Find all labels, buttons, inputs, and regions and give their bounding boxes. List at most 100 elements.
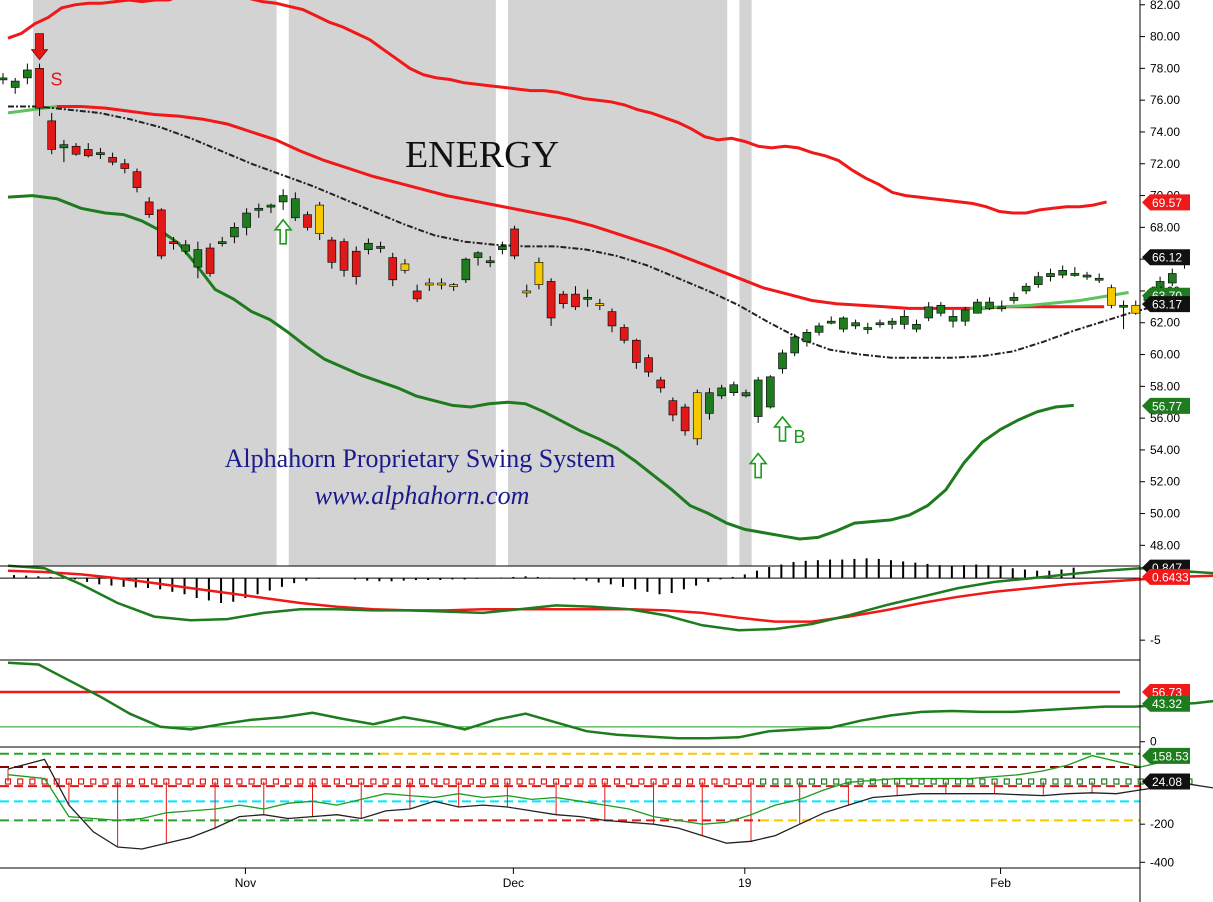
cci-square-marker — [552, 778, 560, 785]
cci-square-marker — [699, 778, 706, 785]
price-value-tag: 66.12 — [1152, 251, 1182, 265]
candle-body — [327, 239, 337, 263]
cci-value-tag-bg — [1142, 747, 1190, 764]
candle-body — [266, 204, 276, 208]
price-value-tag-bg — [1142, 194, 1190, 211]
candle-body — [717, 387, 726, 397]
candle-body — [790, 336, 800, 354]
cci-square-marker — [455, 778, 462, 785]
cci-square-marker — [163, 778, 170, 785]
candle-body — [814, 325, 824, 333]
cci-square-marker — [796, 778, 803, 785]
candle-body — [900, 316, 909, 325]
price-panel: SB — [0, 0, 1189, 541]
candle-body — [766, 376, 775, 408]
candle-body — [510, 228, 519, 257]
candle-body — [424, 282, 434, 286]
cci-square-marker — [711, 778, 718, 785]
y-tick-label: 62.00 — [1150, 316, 1180, 330]
y-tick-label: 48.00 — [1150, 538, 1180, 552]
cci-square-marker — [1040, 778, 1047, 785]
cci-square-marker — [772, 778, 779, 785]
candle-body — [461, 258, 471, 281]
cci-square-marker — [467, 778, 474, 785]
cci-square-marker — [90, 778, 97, 785]
cci-square-marker — [370, 778, 377, 785]
candle-body — [339, 241, 349, 271]
buy-arrow-icon — [748, 452, 768, 479]
cci-square-marker — [638, 778, 645, 785]
rsi-value-tag: 43.32 — [1152, 697, 1182, 711]
price-value-tag: 63.17 — [1152, 298, 1182, 312]
cci-square-marker — [626, 778, 633, 785]
cci-square-marker — [906, 778, 913, 785]
cci-square-marker — [577, 778, 584, 785]
candle-body — [230, 227, 239, 238]
indicator-panels — [0, 558, 1213, 850]
y-tick-label: 58.00 — [1150, 379, 1180, 393]
macd-value-tag: 0.6433 — [1152, 570, 1189, 584]
cci-square-marker — [102, 778, 109, 785]
cci-square-marker — [358, 778, 365, 785]
candle-body — [802, 331, 812, 343]
candle-body — [1034, 276, 1043, 285]
cci-square-marker — [784, 778, 791, 785]
candle-body — [485, 260, 495, 264]
cci-square-marker — [504, 778, 511, 785]
cci-value-tag: 24.08 — [1152, 775, 1182, 789]
candle-body — [400, 263, 410, 271]
candle-body — [1009, 297, 1019, 301]
cci-square-marker — [224, 778, 231, 785]
candle-body — [473, 252, 483, 258]
candle-body — [1021, 285, 1031, 292]
cci-y-tick-label: -200 — [1150, 817, 1174, 831]
candle-body — [985, 301, 994, 309]
cci-square-marker — [260, 778, 267, 785]
rsi-value-tag-bg — [1142, 695, 1190, 712]
cci-y-tick-label: -400 — [1150, 855, 1174, 869]
candle-body — [71, 145, 81, 155]
candle-body — [1046, 273, 1055, 277]
candle-body — [924, 306, 933, 319]
candle-body — [546, 281, 556, 319]
candle-body — [607, 311, 617, 327]
candle-body — [571, 293, 580, 308]
cci-square-marker — [333, 778, 340, 785]
cci-square-marker — [991, 778, 998, 785]
candle-body — [644, 357, 653, 373]
cci-value-tag-bg — [1142, 773, 1190, 790]
y-tick-label: 74.00 — [1150, 125, 1180, 139]
candle-body — [826, 320, 836, 324]
price-value-tag-bg — [1142, 249, 1190, 266]
candle-body — [47, 120, 57, 150]
candle-body — [83, 149, 93, 157]
candle-body — [534, 262, 544, 285]
cci-square-marker — [760, 778, 767, 785]
candle-body — [875, 322, 885, 326]
candle-body — [753, 379, 763, 417]
cci-square-marker — [589, 778, 596, 785]
cci-square-marker — [419, 778, 426, 785]
candle-body — [351, 250, 361, 277]
cci-square-marker — [285, 778, 292, 785]
candle-body — [997, 306, 1007, 310]
candle-body — [948, 316, 958, 322]
cci-square-marker — [309, 778, 316, 785]
cci-square-marker — [1125, 778, 1132, 785]
cci-square-marker — [808, 778, 815, 785]
cci-square-marker — [65, 778, 73, 785]
cci-square-marker — [272, 778, 280, 785]
cci-square-marker — [723, 778, 730, 785]
sell-arrow-icon — [30, 33, 49, 61]
chart-title: ENERGY — [405, 134, 559, 176]
y-tick-label: 50.00 — [1150, 507, 1180, 521]
candle-body — [583, 297, 592, 300]
cci-square-marker — [820, 778, 828, 785]
candle-body — [619, 327, 629, 341]
candle-body — [157, 209, 166, 257]
candle-body — [632, 339, 641, 363]
cci-square-marker — [662, 778, 669, 785]
macd-value-tag-bg — [1142, 568, 1190, 585]
candle-body — [936, 304, 946, 314]
candle-body — [1094, 277, 1104, 281]
